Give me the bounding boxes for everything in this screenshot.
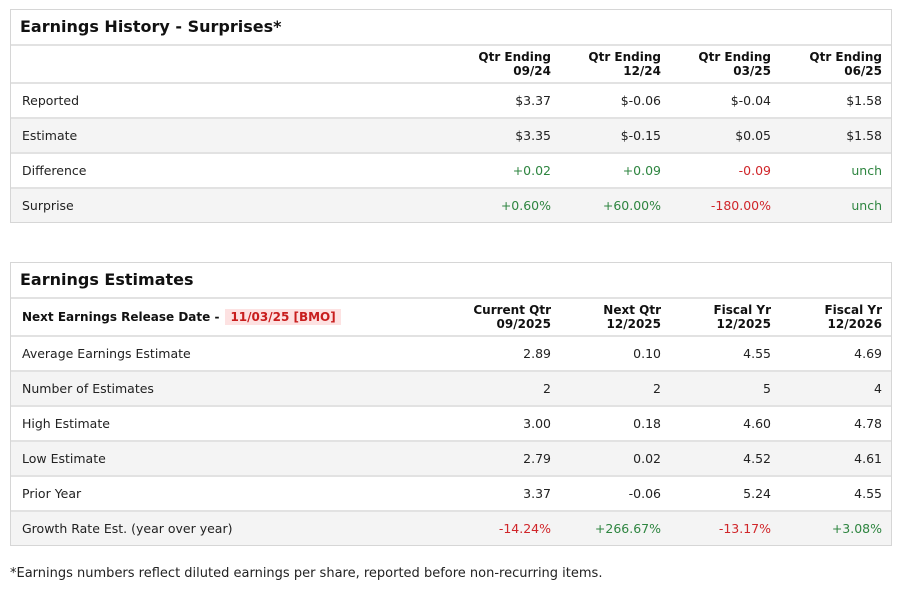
column-header: Qtr Ending 06/25 [771, 50, 891, 78]
column-header-line: Qtr Ending [588, 50, 661, 64]
cell-value: -13.17% [718, 521, 771, 536]
footnote: *Earnings numbers reflect diluted earnin… [10, 566, 603, 581]
table-row: Growth Rate Est. (year over year) -14.24%… [11, 512, 891, 545]
cell-value: $1.58 [846, 128, 882, 143]
cell-value: $3.37 [515, 93, 551, 108]
column-header-line: 09/24 [513, 64, 551, 78]
cell-value: +60.00% [602, 198, 661, 213]
cell-value: +266.67% [594, 521, 661, 536]
column-header-line: Fiscal Yr [824, 303, 882, 317]
cell-value: -180.00% [710, 198, 771, 213]
row-label: Number of Estimates [22, 381, 154, 396]
cell-value: 0.18 [633, 416, 661, 431]
cell-value: 3.00 [523, 416, 551, 431]
row-label: High Estimate [22, 416, 110, 431]
cell-value: 4.61 [854, 451, 882, 466]
table-row: Estimate $3.35 $-0.15 $0.05 $1.58 [11, 119, 891, 154]
column-header-line: Qtr Ending [809, 50, 882, 64]
cell-value: 4.78 [854, 416, 882, 431]
row-label: Reported [22, 93, 80, 108]
cell-value: unch [851, 198, 882, 213]
row-label: Surprise [22, 198, 74, 213]
table-header: Qtr Ending 09/24 Qtr Ending 12/24 Qtr Ending… [11, 46, 891, 84]
cell-value: -14.24% [498, 521, 551, 536]
cell-value: 4.69 [854, 346, 882, 361]
earnings-history-table: Earnings History - Surprises* Qtr Ending… [10, 9, 892, 223]
cell-value: 2 [653, 381, 661, 396]
cell-value: $1.58 [846, 93, 882, 108]
cell-value: 4 [874, 381, 882, 396]
cell-value: 3.37 [523, 486, 551, 501]
cell-value: 0.10 [633, 346, 661, 361]
column-header-line: Current Qtr [473, 303, 551, 317]
cell-value: 4.55 [854, 486, 882, 501]
column-header-line: Qtr Ending [698, 50, 771, 64]
table-row: Surprise +0.60% +60.00% -180.00% unch [11, 189, 891, 222]
cell-value: +0.09 [622, 163, 661, 178]
cell-value: +3.08% [831, 521, 882, 536]
table-row: Reported $3.37 $-0.06 $-0.04 $1.58 [11, 84, 891, 119]
cell-value: $3.35 [515, 128, 551, 143]
column-header-line: Fiscal Yr [713, 303, 771, 317]
table-row: Average Earnings Estimate 2.89 0.10 4.55 4.6… [11, 337, 891, 372]
column-header-line: 12/24 [623, 64, 661, 78]
cell-value: 0.02 [633, 451, 661, 466]
column-header: Qtr Ending 03/25 [661, 50, 771, 78]
row-label: Average Earnings Estimate [22, 346, 191, 361]
cell-value: $-0.06 [620, 93, 661, 108]
earnings-history-title: Earnings History - Surprises* [11, 10, 891, 46]
column-header: Fiscal Yr 12/2025 [661, 303, 771, 331]
column-header: Qtr Ending 12/24 [551, 50, 661, 78]
cell-value: 4.52 [743, 451, 771, 466]
column-header-line: 12/2025 [716, 317, 771, 331]
earnings-estimates-table: Earnings Estimates Next Earnings Release… [10, 262, 892, 546]
column-header-line: Qtr Ending [478, 50, 551, 64]
column-header: Qtr Ending 09/24 [441, 50, 551, 78]
cell-value: +0.02 [512, 163, 551, 178]
cell-value: 5 [763, 381, 771, 396]
column-header: Current Qtr 09/2025 [441, 303, 551, 331]
cell-value: 4.55 [743, 346, 771, 361]
row-label: Low Estimate [22, 451, 106, 466]
column-header-line: Next Qtr [603, 303, 661, 317]
cell-value: $0.05 [735, 128, 771, 143]
table-row: Prior Year 3.37 -0.06 5.24 4.55 [11, 477, 891, 512]
table-row: Low Estimate 2.79 0.02 4.52 4.61 [11, 442, 891, 477]
release-date-badge: 11/03/25 [BMO] [225, 309, 341, 325]
column-header-line: 03/25 [733, 64, 771, 78]
row-label: Estimate [22, 128, 78, 143]
row-label: Difference [22, 163, 87, 178]
table-row: Difference +0.02 +0.09 -0.09 unch [11, 154, 891, 189]
cell-value: 5.24 [743, 486, 771, 501]
cell-value: unch [851, 163, 882, 178]
column-header: Fiscal Yr 12/2026 [771, 303, 891, 331]
cell-value: -0.06 [628, 486, 661, 501]
earnings-estimates-title: Earnings Estimates [11, 263, 891, 299]
release-date-label: Next Earnings Release Date - [22, 310, 220, 324]
column-header-line: 12/2026 [827, 317, 882, 331]
table-header: Next Earnings Release Date - 11/03/25 [BM… [11, 299, 891, 337]
cell-value: 2.89 [523, 346, 551, 361]
cell-value: -0.09 [738, 163, 771, 178]
cell-value: 2 [543, 381, 551, 396]
cell-value: 4.60 [743, 416, 771, 431]
row-label: Prior Year [22, 486, 82, 501]
column-header-line: 06/25 [844, 64, 882, 78]
table-row: High Estimate 3.00 0.18 4.60 4.78 [11, 407, 891, 442]
row-label: Growth Rate Est. (year over year) [22, 521, 233, 536]
cell-value: +0.60% [500, 198, 551, 213]
table-row: Number of Estimates 2 2 5 4 [11, 372, 891, 407]
column-header: Next Qtr 12/2025 [551, 303, 661, 331]
cell-value: $-0.04 [730, 93, 771, 108]
column-header-line: 09/2025 [496, 317, 551, 331]
cell-value: 2.79 [523, 451, 551, 466]
cell-value: $-0.15 [620, 128, 661, 143]
column-header-line: 12/2025 [606, 317, 661, 331]
